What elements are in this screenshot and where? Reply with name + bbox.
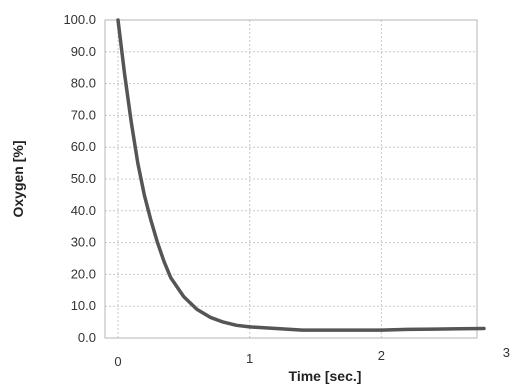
y-tick-label: 50.0 (71, 171, 96, 186)
x-tick-label: 1 (246, 351, 253, 366)
x-tick-label: 2 (378, 348, 385, 363)
y-tick-label: 10.0 (71, 298, 96, 313)
y-tick-label: 20.0 (71, 266, 96, 281)
x-tick-label: 3 (503, 345, 510, 360)
y-tick-label: 100.0 (63, 12, 96, 27)
grid-layer (105, 19, 477, 339)
y-tick-label: 70.0 (71, 107, 96, 122)
y-tick-label: 0.0 (78, 330, 96, 345)
plot-frame (104, 19, 478, 339)
x-axis-label: Time [sec.] (289, 368, 362, 384)
y-tick-label: 60.0 (71, 139, 96, 154)
y-axis-label: Oxygen [%] (10, 140, 26, 217)
y-tick-label: 80.0 (71, 76, 96, 91)
y-tick-label: 30.0 (71, 235, 96, 250)
y-tick-labels: 0.0 10.0 20.0 30.0 40.0 50.0 60.0 70.0 80.0 90.0 1… (63, 12, 96, 345)
y-tick-label: 40.0 (71, 203, 96, 218)
oxygen-series-line (116, 18, 486, 332)
y-tick-label: 90.0 (71, 44, 96, 59)
x-tick-labels: 0 1 2 3 (114, 345, 510, 369)
x-tick-label: 0 (114, 354, 121, 369)
